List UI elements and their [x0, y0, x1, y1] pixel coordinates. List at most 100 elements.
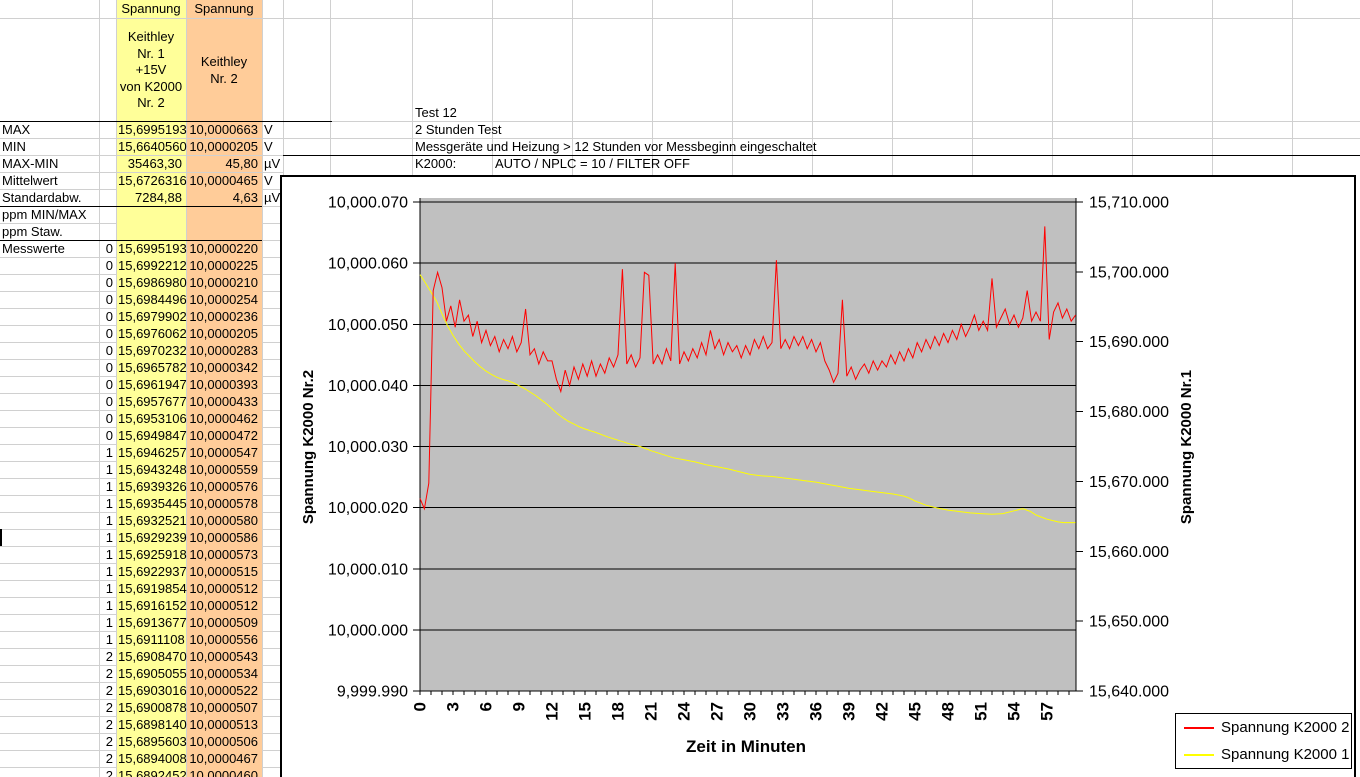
value-k1[interactable]: 15,6979902 [118, 309, 187, 324]
value-k1[interactable]: 15,6898140 [118, 717, 187, 732]
note-test-cell[interactable]: Test 12 [415, 105, 457, 120]
summary-row-label[interactable]: MAX [2, 122, 31, 137]
value-k1[interactable]: 15,6900878 [118, 700, 187, 715]
value-k2[interactable]: 10,0000467 [189, 751, 258, 766]
value-k2[interactable]: 10,0000512 [189, 581, 258, 596]
value-k1[interactable]: 15,6976062 [118, 326, 187, 341]
minute-index[interactable]: 1 [105, 632, 113, 647]
value-k1[interactable]: 15,6949847 [118, 428, 187, 443]
minute-index[interactable]: 0 [105, 275, 113, 290]
value-k1[interactable]: 15,6919854 [118, 581, 187, 596]
minute-index[interactable]: 2 [105, 751, 113, 766]
summary-value-k2[interactable]: 4,63 [232, 190, 258, 205]
minute-index[interactable]: 1 [105, 598, 113, 613]
summary-value-k1[interactable]: 15,6640560 [118, 139, 187, 154]
value-k1[interactable]: 15,6986980 [118, 275, 187, 290]
value-k2[interactable]: 10,0000225 [189, 258, 258, 273]
value-k1[interactable]: 15,6953106 [118, 411, 187, 426]
minute-index[interactable]: 0 [105, 411, 113, 426]
value-k1[interactable]: 15,6929239 [118, 530, 187, 545]
minute-index[interactable]: 0 [105, 343, 113, 358]
summary-row-label[interactable]: MAX-MIN [2, 156, 59, 171]
note-k2000-label-cell[interactable]: K2000: [415, 156, 457, 171]
minute-index[interactable]: 2 [105, 666, 113, 681]
minute-index[interactable]: 0 [105, 292, 113, 307]
value-k2[interactable]: 10,0000534 [189, 666, 258, 681]
value-k2[interactable]: 10,0000573 [189, 547, 258, 562]
value-k2[interactable]: 10,0000210 [189, 275, 258, 290]
value-k2[interactable]: 10,0000254 [189, 292, 258, 307]
minute-index[interactable]: 1 [105, 547, 113, 562]
value-k1[interactable]: 15,6939326 [118, 479, 187, 494]
value-k1[interactable]: 15,6911108 [118, 632, 185, 647]
summary-value-k2[interactable]: 10,0000205 [189, 139, 258, 154]
series-line-k2000-1[interactable] [419, 274, 1076, 524]
note-warmup-cell[interactable]: Messgeräte und Heizung > 12 Stunden vor … [415, 139, 817, 154]
minute-index[interactable]: 1 [105, 530, 113, 545]
summary-value-k1[interactable]: 15,6726316 [118, 173, 187, 188]
value-k1[interactable]: 15,6895603 [118, 734, 187, 749]
value-k1[interactable]: 15,6957677 [118, 394, 187, 409]
value-k1[interactable]: 15,6932521 [118, 513, 187, 528]
summary-value-k2[interactable]: 10,0000663 [189, 122, 258, 137]
value-k1[interactable]: 15,6943248 [118, 462, 187, 477]
minute-index[interactable]: 2 [105, 683, 113, 698]
value-k2[interactable]: 10,0000543 [189, 649, 258, 664]
note-duration-cell[interactable]: 2 Stunden Test [415, 122, 502, 137]
value-k1[interactable]: 15,6894008 [118, 751, 187, 766]
value-k1[interactable]: 15,6913677 [118, 615, 187, 630]
value-k2[interactable]: 10,0000507 [189, 700, 258, 715]
value-k1[interactable]: 15,6961947 [118, 377, 187, 392]
summary-row-label[interactable]: MIN [2, 139, 26, 154]
value-k2[interactable]: 10,0000342 [189, 360, 258, 375]
value-k2[interactable]: 10,0000578 [189, 496, 258, 511]
legend-entry-k2000-2[interactable]: Spannung K2000 2 [1176, 714, 1351, 741]
value-k2[interactable]: 10,0000586 [189, 530, 258, 545]
minute-index[interactable]: 1 [105, 615, 113, 630]
value-k2[interactable]: 10,0000513 [189, 717, 258, 732]
summary-value-k1[interactable]: 35463,30 [127, 156, 182, 171]
value-k1[interactable]: 15,6903016 [118, 683, 187, 698]
value-k2[interactable]: 10,0000522 [189, 683, 258, 698]
minute-index[interactable]: 2 [105, 717, 113, 732]
minute-index[interactable]: 2 [105, 734, 113, 749]
value-k2[interactable]: 10,0000393 [189, 377, 258, 392]
column-d-header[interactable]: Spannung [194, 1, 254, 16]
value-k2[interactable]: 10,0000580 [189, 513, 258, 528]
summary-row-label[interactable]: Mittelwert [2, 173, 58, 188]
summary-row-label[interactable]: Standardabw. [2, 190, 82, 205]
minute-index[interactable]: 0 [105, 241, 113, 256]
series-line-k2000-2[interactable] [419, 226, 1077, 511]
value-k1[interactable]: 15,6892452 [118, 768, 187, 777]
value-k1[interactable]: 15,6935445 [118, 496, 187, 511]
minute-index[interactable]: 1 [105, 581, 113, 596]
minute-index[interactable]: 1 [105, 479, 113, 494]
value-k2[interactable]: 10,0000556 [189, 632, 258, 647]
summary-value-k2[interactable]: 10,0000465 [189, 173, 258, 188]
value-k2[interactable]: 10,0000283 [189, 343, 258, 358]
value-k1[interactable]: 15,6946257 [118, 445, 187, 460]
value-k1[interactable]: 15,6916152 [118, 598, 187, 613]
minute-index[interactable]: 1 [105, 462, 113, 477]
chart-legend[interactable]: Spannung K2000 2 Spannung K2000 1 [1175, 713, 1352, 769]
minute-index[interactable]: 0 [105, 360, 113, 375]
column-c-subheader[interactable]: Keithley Nr. 1 +15V von K2000 Nr. 2 [119, 29, 183, 110]
value-k1[interactable]: 15,6905055 [118, 666, 187, 681]
summary-row-label[interactable]: ppm Staw. [2, 224, 63, 239]
minute-index[interactable]: 1 [105, 513, 113, 528]
value-k1[interactable]: 15,6908470 [118, 649, 187, 664]
measure-rows-label[interactable]: Messwerte [2, 241, 65, 256]
value-k2[interactable]: 10,0000220 [189, 241, 258, 256]
value-k1[interactable]: 15,6995193 [118, 241, 187, 256]
value-k2[interactable]: 10,0000512 [189, 598, 258, 613]
summary-unit[interactable]: V [264, 139, 273, 154]
note-k2000-settings-cell[interactable]: AUTO / NPLC = 10 / FILTER OFF [495, 156, 690, 171]
value-k2[interactable]: 10,0000236 [189, 309, 258, 324]
minute-index[interactable]: 1 [105, 564, 113, 579]
value-k2[interactable]: 10,0000576 [189, 479, 258, 494]
value-k1[interactable]: 15,6922937 [118, 564, 187, 579]
summary-value-k1[interactable]: 7284,88 [135, 190, 182, 205]
summary-unit[interactable]: V [264, 122, 273, 137]
summary-value-k1[interactable]: 15,6995193 [118, 122, 187, 137]
minute-index[interactable]: 0 [105, 309, 113, 324]
